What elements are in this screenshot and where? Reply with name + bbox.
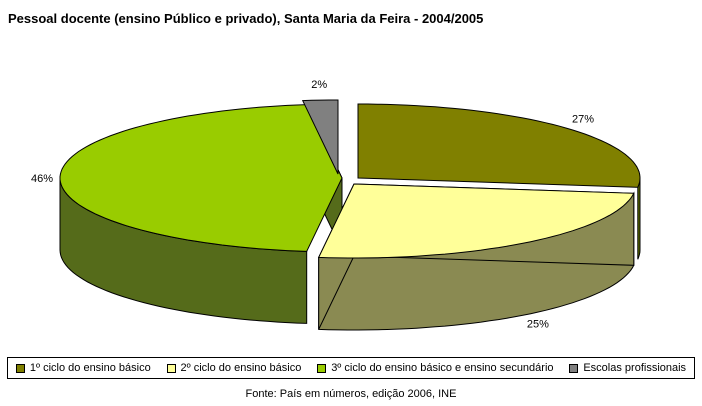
pie-slice-4 [301, 99, 339, 175]
data-label-2: 25% [527, 319, 549, 331]
data-label-4: 2% [311, 79, 327, 91]
chart-title: Pessoal docente (ensino Público e privad… [8, 11, 484, 26]
legend-label-1: 1º ciclo do ensino básico [29, 362, 151, 374]
legend-swatch-3 [317, 363, 327, 373]
legend-label-4: Escolas profissionais [583, 362, 687, 374]
legend-item-2: 2º ciclo do ensino básico [166, 362, 302, 374]
pie-chart: 27% 25% 46% 2% [31, 79, 641, 331]
legend-swatch-1 [15, 363, 25, 373]
legend: 1º ciclo do ensino básico 2º ciclo do en… [7, 357, 695, 379]
legend-item-3: 3º ciclo do ensino básico e ensino secun… [317, 362, 554, 374]
legend-item-1: 1º ciclo do ensino básico [15, 362, 151, 374]
pie-labels: 27% 25% 46% 2% [31, 79, 594, 330]
data-label-1: 27% [572, 114, 594, 126]
legend-item-4: Escolas profissionais [569, 362, 686, 374]
pie-side-1 [637, 177, 641, 260]
pie-slice-3 [59, 104, 343, 252]
source-note: Fonte: País em números, edição 2006, INE [245, 388, 457, 400]
pie-slice-1 [357, 103, 641, 188]
legend-label-2: 2º ciclo do ensino básico [180, 362, 302, 374]
pie-slice-2 [317, 183, 635, 259]
legend-label-3: 3º ciclo do ensino básico e ensino secun… [331, 362, 554, 374]
data-label-3: 46% [31, 173, 53, 185]
legend-swatch-4 [569, 363, 579, 373]
pie-tops [59, 99, 641, 259]
legend-swatch-2 [166, 363, 176, 373]
